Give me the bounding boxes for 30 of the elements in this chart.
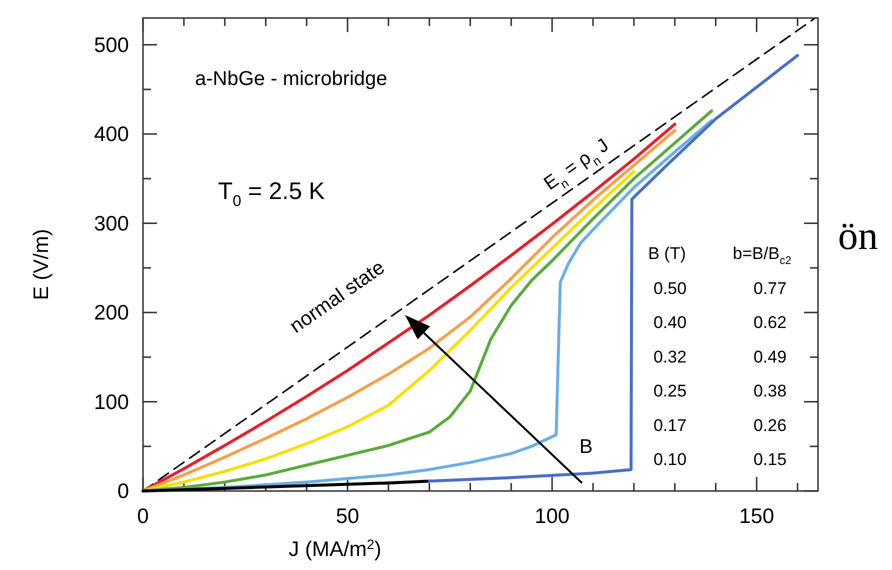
y-tick-label: 0 xyxy=(117,480,129,503)
annotation: 0.50 xyxy=(653,279,687,298)
annotation: 0.10 xyxy=(653,450,687,470)
annotation: 0.38 xyxy=(753,382,787,402)
annotation: a-NbGe - microbridge xyxy=(195,68,388,90)
annotation: B xyxy=(579,436,593,458)
annotation: T$_{0}$ = 2.5 K xyxy=(218,178,325,210)
annotation: 0.40 xyxy=(653,314,687,333)
annotation: B (T) xyxy=(648,244,686,264)
annotation: 0.32 xyxy=(653,348,687,367)
x-tick-label: 50 xyxy=(336,505,360,528)
x-axis-title: J (MA/m$^{2}$) xyxy=(288,536,382,561)
y-tick-label: 100 xyxy=(94,390,129,414)
annotation: 0.25 xyxy=(653,382,687,402)
annotation: 0.17 xyxy=(653,416,687,436)
y-tick-label: 200 xyxy=(94,302,129,325)
y-tick-label: 400 xyxy=(94,123,129,146)
annotation: b=B/B$_{c2}$ xyxy=(732,244,792,267)
annotation: 0.26 xyxy=(753,416,787,436)
x-tick-label: 150 xyxy=(739,505,774,528)
annotation: 0.49 xyxy=(753,348,787,367)
x-tick-label: 100 xyxy=(534,505,570,528)
text: ön xyxy=(838,213,878,258)
annotation: 0.15 xyxy=(753,450,787,470)
y-tick-label: 500 xyxy=(94,34,129,57)
annotation: 0.62 xyxy=(753,314,787,333)
y-tick-label: 300 xyxy=(94,212,129,236)
y-axis-title: E (V/m) xyxy=(30,228,53,300)
annotation: 0.77 xyxy=(753,279,787,298)
x-tick-label: 0 xyxy=(137,505,149,528)
